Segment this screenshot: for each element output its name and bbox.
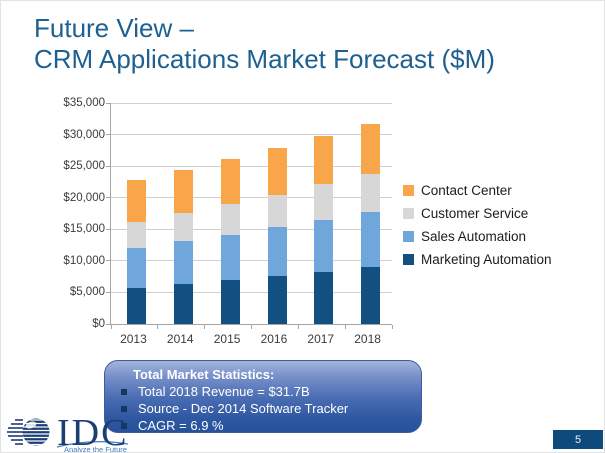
stats-box: Total Market Statistics: Total 2018 Reve… xyxy=(104,360,422,433)
bar-segment-2017-sales-automation xyxy=(314,220,334,273)
y-axis-tick xyxy=(106,102,110,104)
stats-item-text: CAGR = 6.9 % xyxy=(138,418,224,433)
legend-swatch-icon xyxy=(403,231,414,242)
bar-segment-2015-customer-service xyxy=(220,204,240,235)
y-axis-tick xyxy=(106,134,110,136)
y-axis-tick xyxy=(106,323,110,325)
x-axis-label: 2013 xyxy=(120,332,147,346)
stats-item-text: Source - Dec 2014 Software Tracker xyxy=(138,401,349,416)
x-axis-tick xyxy=(391,325,393,329)
y-axis-tick xyxy=(106,291,110,293)
bar-segment-2013-contact-center xyxy=(127,180,146,222)
x-axis-tick xyxy=(157,325,159,329)
y-axis-tick xyxy=(106,165,110,167)
legend-item-marketing-automation: Marketing Automation xyxy=(403,248,552,271)
bullet-square-icon xyxy=(121,388,127,395)
bar-segment-2016-marketing-automation xyxy=(267,276,287,324)
gridline xyxy=(111,197,392,199)
stats-list: Total 2018 Revenue = $31.7B Source - Dec… xyxy=(105,383,421,434)
y-axis-label: $5,000 xyxy=(69,286,105,299)
y-axis-label: $10,000 xyxy=(63,254,105,267)
x-axis-tick xyxy=(204,325,206,329)
bullet-square-icon xyxy=(121,422,127,429)
x-axis-tick xyxy=(110,325,112,329)
y-axis-tick xyxy=(106,197,110,199)
x-axis-label: 2016 xyxy=(260,332,288,346)
bar-segment-2014-sales-automation xyxy=(173,240,193,285)
bar-segment-2015-sales-automation xyxy=(220,234,240,280)
y-axis-label: $25,000 xyxy=(63,160,105,173)
bar-segment-2016-contact-center xyxy=(267,147,287,195)
bar-segment-2014-customer-service xyxy=(173,212,193,241)
bar-segment-2013-sales-automation xyxy=(127,247,146,289)
legend-label: Contact Center xyxy=(421,183,512,198)
legend-label: Customer Service xyxy=(421,206,529,221)
bar-segment-2014-contact-center xyxy=(173,169,193,213)
stats-item: Source - Dec 2014 Software Tracker xyxy=(121,400,421,417)
chart-region: Contact Center Customer Service Sales Auto… xyxy=(41,95,601,351)
bar-segment-2016-sales-automation xyxy=(267,227,287,277)
idc-logo-text: IDC xyxy=(57,412,129,453)
plot-area xyxy=(106,102,393,329)
page-title: Future View – CRM Applications Market Fo… xyxy=(34,13,495,75)
legend-swatch-icon xyxy=(403,185,414,196)
bar-segment-2018-customer-service xyxy=(361,174,381,212)
gridline xyxy=(111,102,392,104)
title-line-1: Future View – xyxy=(34,13,194,43)
bar-segment-2014-marketing-automation xyxy=(173,284,193,324)
bar-segment-2017-contact-center xyxy=(314,135,334,185)
bullet-square-icon xyxy=(121,405,127,412)
y-axis-label: $30,000 xyxy=(63,128,105,141)
bar-segment-2015-contact-center xyxy=(220,158,240,205)
bar-segment-2013-marketing-automation xyxy=(127,288,146,324)
legend-item-contact-center: Contact Center xyxy=(403,179,552,202)
x-axis-label: 2014 xyxy=(166,332,194,346)
legend-label: Sales Automation xyxy=(421,229,527,244)
idc-logo-tagline: Analyze the Future xyxy=(64,445,127,453)
x-axis-tick xyxy=(297,325,299,329)
bar-segment-2018-marketing-automation xyxy=(361,267,381,324)
stats-item: CAGR = 6.9 % xyxy=(121,417,421,434)
gridline xyxy=(111,260,392,262)
y-axis-tick xyxy=(106,260,110,262)
legend-swatch-icon xyxy=(403,208,414,219)
gridline xyxy=(111,165,392,167)
stats-item-text: Total 2018 Revenue = $31.7B xyxy=(138,384,310,399)
stats-box-title: Total Market Statistics: xyxy=(133,367,275,382)
x-axis-tick xyxy=(251,325,252,329)
bar-segment-2017-customer-service xyxy=(314,184,334,221)
legend-item-sales-automation: Sales Automation xyxy=(403,225,552,248)
gridline xyxy=(111,134,392,136)
idc-logo: IDC Analyze the Future xyxy=(1,409,141,453)
legend-label: Marketing Automation xyxy=(421,252,552,267)
bar-segment-2017-marketing-automation xyxy=(314,272,334,324)
y-axis-label: $15,000 xyxy=(63,223,105,236)
gridline xyxy=(111,291,392,293)
legend-item-customer-service: Customer Service xyxy=(403,202,552,225)
bar-segment-2013-customer-service xyxy=(127,221,146,248)
x-axis-label: 2015 xyxy=(213,332,241,346)
gridline xyxy=(111,228,392,230)
chart-legend: Contact Center Customer Service Sales Auto… xyxy=(403,179,552,271)
title-line-2: CRM Applications Market Forecast ($M) xyxy=(34,44,495,74)
y-axis-label: $0 xyxy=(92,318,105,330)
y-axis-label: $20,000 xyxy=(63,191,105,204)
page-number-badge: 5 xyxy=(553,430,603,449)
bar-segment-2015-marketing-automation xyxy=(220,279,240,324)
y-axis-label: $35,000 xyxy=(63,97,105,109)
x-axis-tick xyxy=(344,325,346,329)
y-axis-tick xyxy=(106,228,110,230)
bar-segment-2016-customer-service xyxy=(267,194,287,228)
bar-segment-2018-contact-center xyxy=(361,123,381,175)
x-axis-label: 2018 xyxy=(354,332,381,346)
idc-globe-icon xyxy=(7,418,129,448)
bar-segment-2018-sales-automation xyxy=(361,211,381,268)
legend-swatch-icon xyxy=(403,254,414,265)
stats-item: Total 2018 Revenue = $31.7B xyxy=(121,383,421,400)
x-axis-label: 2017 xyxy=(307,332,335,346)
